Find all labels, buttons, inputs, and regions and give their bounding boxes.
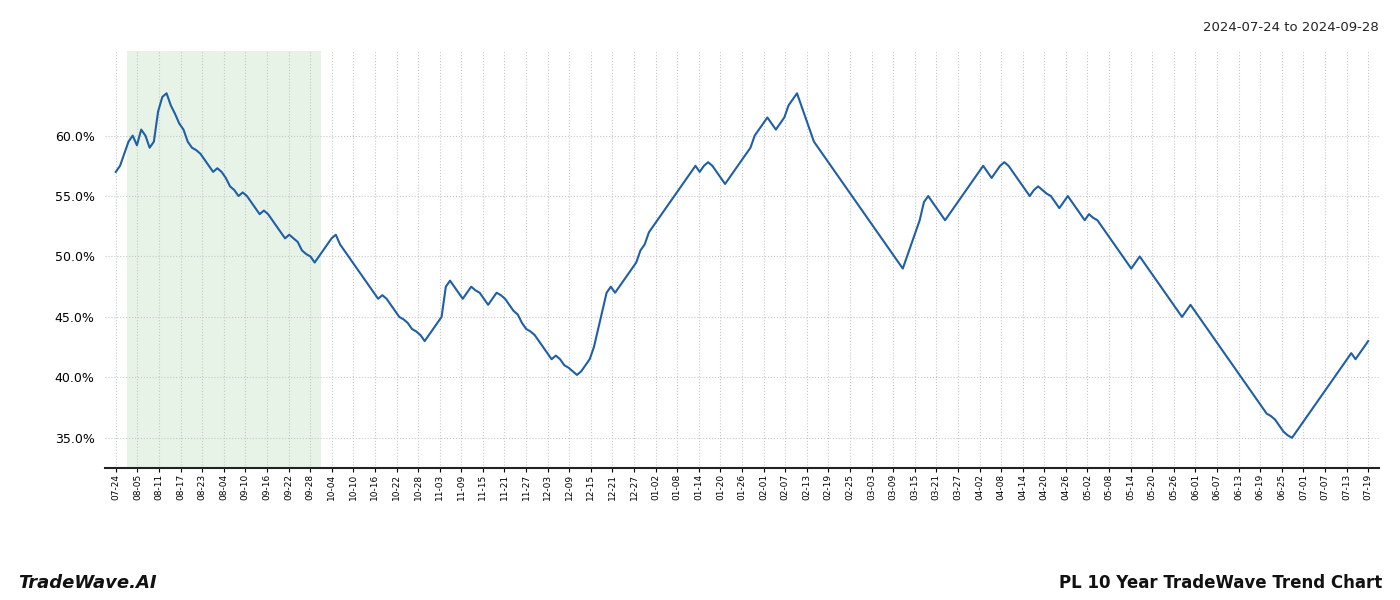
Text: 2024-07-24 to 2024-09-28: 2024-07-24 to 2024-09-28	[1203, 21, 1379, 34]
Bar	[126, 51, 321, 468]
Text: TradeWave.AI: TradeWave.AI	[18, 574, 157, 592]
Text: PL 10 Year TradeWave Trend Chart: PL 10 Year TradeWave Trend Chart	[1058, 574, 1382, 592]
